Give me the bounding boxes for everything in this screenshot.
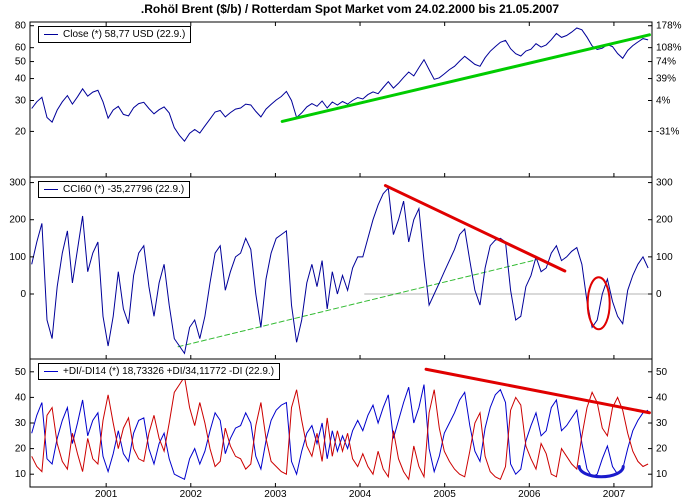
- x-axis-label: 2002: [180, 489, 203, 500]
- legend-price: Close (*) 58,77 USD (22.9.): [38, 26, 192, 43]
- x-axis-label: 2006: [518, 489, 541, 500]
- y-axis-label: 50: [15, 367, 27, 378]
- x-axis-label: 2001: [95, 489, 118, 500]
- y-axis-label: 20: [15, 444, 27, 455]
- y-axis-label: 74%: [656, 57, 676, 68]
- y-axis-label: 80: [15, 21, 27, 32]
- y-axis-label: 30: [15, 418, 27, 429]
- y-axis-label: 10: [656, 469, 668, 480]
- legend-price-label: Close (*) 58,77 USD (22.9.): [63, 29, 186, 40]
- y-axis-label: 0: [20, 289, 26, 300]
- y-axis-label: -31%: [656, 126, 679, 137]
- di-trendline-red-downtrend: [424, 367, 651, 415]
- y-axis-label: 200: [656, 215, 673, 226]
- x-axis-label: 2003: [264, 489, 287, 500]
- y-axis-label: 30: [15, 96, 27, 107]
- di-arc-annotation: [577, 465, 625, 479]
- line-swatch-icon: [44, 34, 58, 35]
- price-panel-border: [29, 21, 653, 178]
- cci-ellipse-annotation: [586, 276, 611, 331]
- y-axis-label: 39%: [656, 74, 676, 85]
- y-axis-label: 40: [15, 74, 27, 85]
- y-axis-label: 0: [656, 289, 662, 300]
- y-axis-label: 20: [656, 444, 668, 455]
- y-axis-label: 50: [656, 367, 668, 378]
- cci-series-CCI60: [31, 186, 649, 355]
- y-axis-label: 300: [9, 178, 26, 189]
- y-axis-label: 40: [656, 392, 668, 403]
- legend-cci-label: CCI60 (*) -35,27796 (22.9.): [63, 184, 185, 195]
- chart-title: .Rohöl Brent ($/b) / Rotterdam Spot Mark…: [140, 2, 560, 16]
- di-series--DI: [31, 375, 649, 481]
- x-axis-label: 2007: [603, 489, 626, 500]
- y-axis-label: 10: [15, 469, 27, 480]
- y-axis-label: 4%: [656, 96, 671, 107]
- y-axis-label: 20: [15, 126, 27, 137]
- price-trendline-green-uptrend: [280, 33, 651, 123]
- line-swatch-icon: [44, 371, 58, 372]
- y-axis-label: 300: [656, 178, 673, 189]
- cci-panel-border: [29, 176, 653, 360]
- cci-trendline-green-dashed-support: [177, 259, 537, 348]
- legend-di-label: +DI/-DI14 (*) 18,73326 +DI/34,11772 -DI …: [63, 366, 275, 377]
- y-axis-label: 108%: [656, 43, 682, 54]
- legend-cci: CCI60 (*) -35,27796 (22.9.): [38, 181, 191, 198]
- x-axis-label: 2004: [349, 489, 372, 500]
- y-axis-label: 200: [9, 215, 26, 226]
- y-axis-label: 178%: [656, 21, 682, 32]
- y-axis-label: 50: [15, 57, 27, 68]
- legend-di: +DI/-DI14 (*) 18,73326 +DI/34,11772 -DI …: [38, 363, 281, 380]
- cci-trendline-red-downtrend: [383, 184, 567, 273]
- di-series-+DI: [31, 384, 649, 481]
- price-series-Close: [31, 27, 649, 143]
- line-swatch-icon: [44, 189, 58, 190]
- y-axis-label: 100: [9, 252, 26, 263]
- y-axis-label: 40: [15, 392, 27, 403]
- y-axis-label: 30: [656, 418, 668, 429]
- x-axis-label: 2005: [434, 489, 457, 500]
- y-axis-label: 60: [15, 43, 27, 54]
- y-axis-label: 100: [656, 252, 673, 263]
